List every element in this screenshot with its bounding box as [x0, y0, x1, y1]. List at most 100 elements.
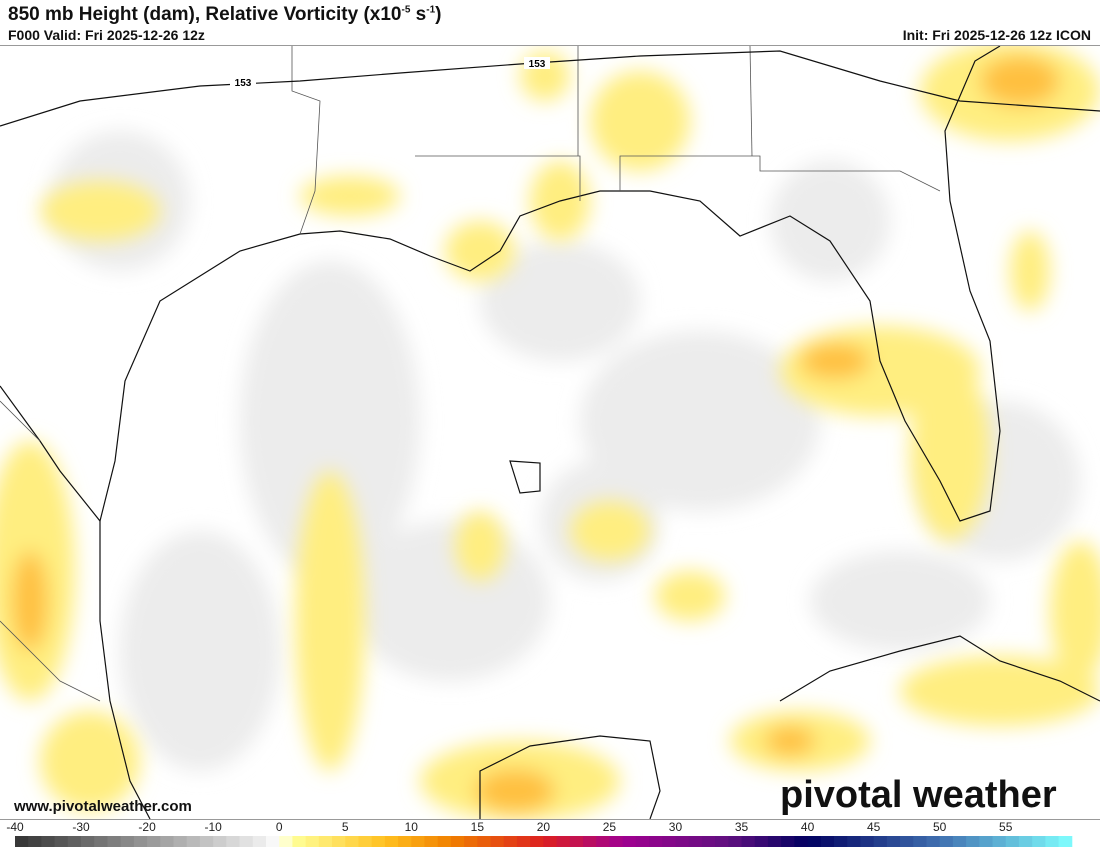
colorbar-swatch: [358, 836, 373, 847]
colorbar-swatch: [767, 836, 782, 847]
colorbar-tick-label: 20: [536, 820, 551, 834]
title-exponent-2: -1: [426, 4, 436, 16]
colorbar-swatch: [490, 836, 505, 847]
colorbar-swatch: [107, 836, 122, 847]
colorbar-swatch: [437, 836, 452, 847]
colorbar-swatch: [939, 836, 954, 847]
colorbar-swatch: [609, 836, 624, 847]
colorbar-tick-label: -30: [72, 820, 90, 834]
colorbar-swatch: [160, 836, 175, 847]
colorbar-swatch: [675, 836, 690, 847]
colorbar-swatch: [1058, 836, 1073, 847]
colorbar-swatch: [398, 836, 412, 847]
colorbar-swatch: [332, 836, 346, 847]
colorbar-swatch: [1018, 836, 1033, 847]
title-exponent: -5: [401, 4, 411, 16]
coastlines: [0, 46, 1100, 819]
colorbar-tick-label: 45: [866, 820, 881, 834]
colorbar-swatch: [265, 836, 280, 847]
colorbar-swatch: [120, 836, 135, 847]
colorbar-swatch: [173, 836, 188, 847]
colorbar-swatch: [384, 836, 399, 847]
colorbar-swatch: [279, 836, 293, 847]
contour-label: 153: [235, 78, 252, 89]
colorbar-tick-label: 55: [999, 820, 1013, 834]
colorbar-swatch: [781, 836, 795, 847]
colorbar-swatch: [886, 836, 901, 847]
colorbar-swatch: [54, 836, 69, 847]
colorbar-swatch: [345, 836, 359, 847]
colorbar-swatch: [556, 836, 571, 847]
colorbar-swatch: [133, 836, 148, 847]
colorbar-swatch: [147, 836, 161, 847]
colorbar-swatch: [741, 836, 756, 847]
colorbar-swatch: [477, 836, 492, 847]
colorbar-swatch: [186, 836, 201, 847]
website-url[interactable]: www.pivotalweather.com: [14, 798, 192, 815]
colorbar-swatch: [952, 836, 967, 847]
colorbar-swatch: [371, 836, 386, 847]
colorbar-swatch: [67, 836, 82, 847]
colorbar-swatch: [1005, 836, 1020, 847]
colorbar-swatch: [292, 836, 307, 847]
colorbar-tick-label: -20: [138, 820, 156, 834]
colorbar-swatch: [1045, 836, 1060, 847]
colorbar-swatch: [992, 836, 1007, 847]
political-borders: [0, 46, 941, 702]
colorbar-swatch: [728, 836, 743, 847]
colorbar-swatch: [318, 836, 333, 847]
colorbar-swatch: [834, 836, 848, 847]
colorbar-swatch: [226, 836, 241, 847]
colorbar-swatch: [94, 836, 108, 847]
colorbar-swatch: [411, 836, 426, 847]
colorbar-tick-label: 15: [470, 820, 485, 834]
weather-map[interactable]: 153 153: [0, 45, 1100, 820]
colorbar-tick-label: 0: [275, 820, 283, 834]
colorbar-tick-label: 25: [602, 820, 617, 834]
colorbar-swatch: [503, 836, 518, 847]
map-title: 850 mb Height (dam), Relative Vorticity …: [8, 4, 442, 25]
colorbar-swatch: [28, 836, 42, 847]
colorbar-swatch: [252, 836, 267, 847]
colorbar-tick-label: 5: [341, 820, 349, 834]
colorbar-swatch: [662, 836, 676, 847]
colorbar-swatch: [966, 836, 980, 847]
colorbar: [15, 836, 1073, 847]
colorbar-swatch: [900, 836, 914, 847]
colorbar-swatch: [583, 836, 597, 847]
colorbar-swatch: [860, 836, 875, 847]
colorbar-swatch: [1032, 836, 1046, 847]
colorbar-tick-label: 30: [668, 820, 683, 834]
title-text-mid: s: [410, 4, 427, 25]
init-time: Init: Fri 2025-12-26 12z ICON: [902, 27, 1091, 43]
colorbar-swatch: [530, 836, 544, 847]
colorbar-tick-label: 50: [933, 820, 947, 834]
valid-time: F000 Valid: Fri 2025-12-26 12z: [8, 27, 205, 43]
colorbar-swatch: [701, 836, 716, 847]
colorbar-swatch: [820, 836, 835, 847]
colorbar-swatch: [847, 836, 861, 847]
title-text: 850 mb Height (dam), Relative Vorticity …: [8, 4, 402, 25]
colorbar-swatch: [754, 836, 769, 847]
colorbar-tick-label: -40: [6, 820, 24, 834]
title-text-end: ): [435, 4, 442, 25]
colorbar-swatch: [635, 836, 650, 847]
colorbar-swatch: [239, 836, 254, 847]
colorbar-swatch: [649, 836, 663, 847]
colorbar-swatch: [596, 836, 610, 847]
colorbar-swatch: [450, 836, 465, 847]
colorbar-swatch: [807, 836, 822, 847]
colorbar-swatch: [622, 836, 637, 847]
colorbar-swatch: [464, 836, 478, 847]
pivotal-weather-logo: pivotal weather: [780, 774, 1057, 816]
colorbar-swatch: [569, 836, 584, 847]
colorbar-tick-label: 10: [404, 820, 418, 834]
colorbar-swatch: [979, 836, 994, 847]
colorbar-swatch: [81, 836, 95, 847]
colorbar-swatch: [41, 836, 56, 847]
colorbar-swatch: [873, 836, 888, 847]
contour-label: 153: [529, 59, 546, 70]
colorbar-swatch: [688, 836, 703, 847]
colorbar-swatch: [199, 836, 214, 847]
colorbar-swatch: [213, 836, 227, 847]
